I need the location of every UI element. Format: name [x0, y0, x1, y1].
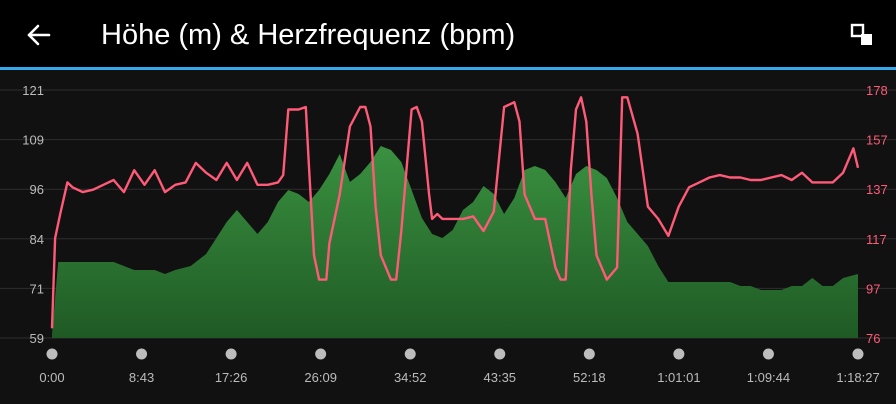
header-accent-line [0, 67, 896, 70]
left-axis-ticks: 121 109 96 84 71 59 [22, 83, 44, 346]
left-axis-tick-label: 59 [30, 331, 44, 346]
time-tick-label: 1:09:44 [747, 370, 790, 385]
scrubber-dot[interactable] [673, 348, 685, 360]
left-axis-tick-label: 109 [22, 133, 44, 148]
right-axis-tick-label: 137 [866, 182, 888, 197]
time-tick-label: 17:26 [215, 370, 248, 385]
time-tick-label: 8:43 [129, 370, 154, 385]
time-tick-label: 26:09 [304, 370, 337, 385]
right-axis-tick-label: 97 [866, 281, 880, 296]
time-axis-ticks: 0:00 8:43 17:26 26:09 34:52 43:35 52:18 1:01:01… [39, 370, 879, 385]
scrubber-dot[interactable] [404, 348, 416, 360]
scrubber-dot[interactable] [315, 348, 327, 360]
left-axis-tick-label: 96 [30, 182, 44, 197]
time-tick-label: 0:00 [39, 370, 64, 385]
scrubber-dot[interactable] [225, 348, 237, 360]
scrubber-dot[interactable] [136, 348, 148, 360]
time-tick-label: 1:18:27 [836, 370, 879, 385]
scrubber-dot[interactable] [494, 348, 506, 360]
right-axis-tick-label: 76 [866, 331, 880, 346]
left-axis-tick-label: 84 [30, 232, 44, 247]
left-axis-tick-label: 71 [30, 281, 44, 296]
right-axis-ticks: 178 157 137 117 97 76 [866, 83, 888, 346]
right-axis-tick-label: 157 [866, 133, 888, 148]
arrow-left-icon [26, 22, 52, 48]
scrubber-dot[interactable] [852, 348, 864, 360]
fullscreen-button[interactable] [846, 19, 878, 51]
elevation-area [52, 146, 858, 338]
time-tick-label: 1:01:01 [657, 370, 700, 385]
time-tick-label: 52:18 [573, 370, 606, 385]
heart-rate-line [50, 96, 860, 329]
time-tick-label: 34:52 [394, 370, 427, 385]
back-button[interactable] [22, 18, 56, 52]
fullscreen-exit-icon [850, 23, 874, 47]
left-axis-tick-label: 121 [22, 83, 44, 98]
page-title: Höhe (m) & Herzfrequenz (bpm) [101, 19, 516, 51]
app-header: Höhe (m) & Herzfrequenz (bpm) [0, 0, 896, 67]
right-axis-tick-label: 178 [866, 83, 888, 98]
time-tick-label: 43:35 [484, 370, 517, 385]
time-scrubber[interactable] [46, 348, 864, 360]
scrubber-dot[interactable] [583, 348, 595, 360]
right-axis-tick-label: 117 [866, 232, 887, 247]
scrubber-dot[interactable] [762, 348, 774, 360]
scrubber-dot[interactable] [46, 348, 58, 360]
elevation-heart-rate-chart: 121 109 96 84 71 59 178 157 137 117 97 76 0:00 8:43… [0, 83, 896, 385]
